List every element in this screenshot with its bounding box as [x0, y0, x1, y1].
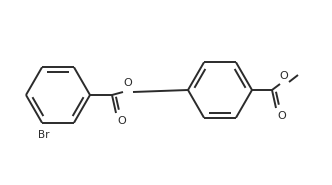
- Text: Br: Br: [38, 130, 50, 140]
- Text: O: O: [277, 111, 286, 121]
- Text: O: O: [117, 116, 126, 126]
- Text: O: O: [280, 71, 289, 81]
- Text: O: O: [124, 78, 132, 88]
